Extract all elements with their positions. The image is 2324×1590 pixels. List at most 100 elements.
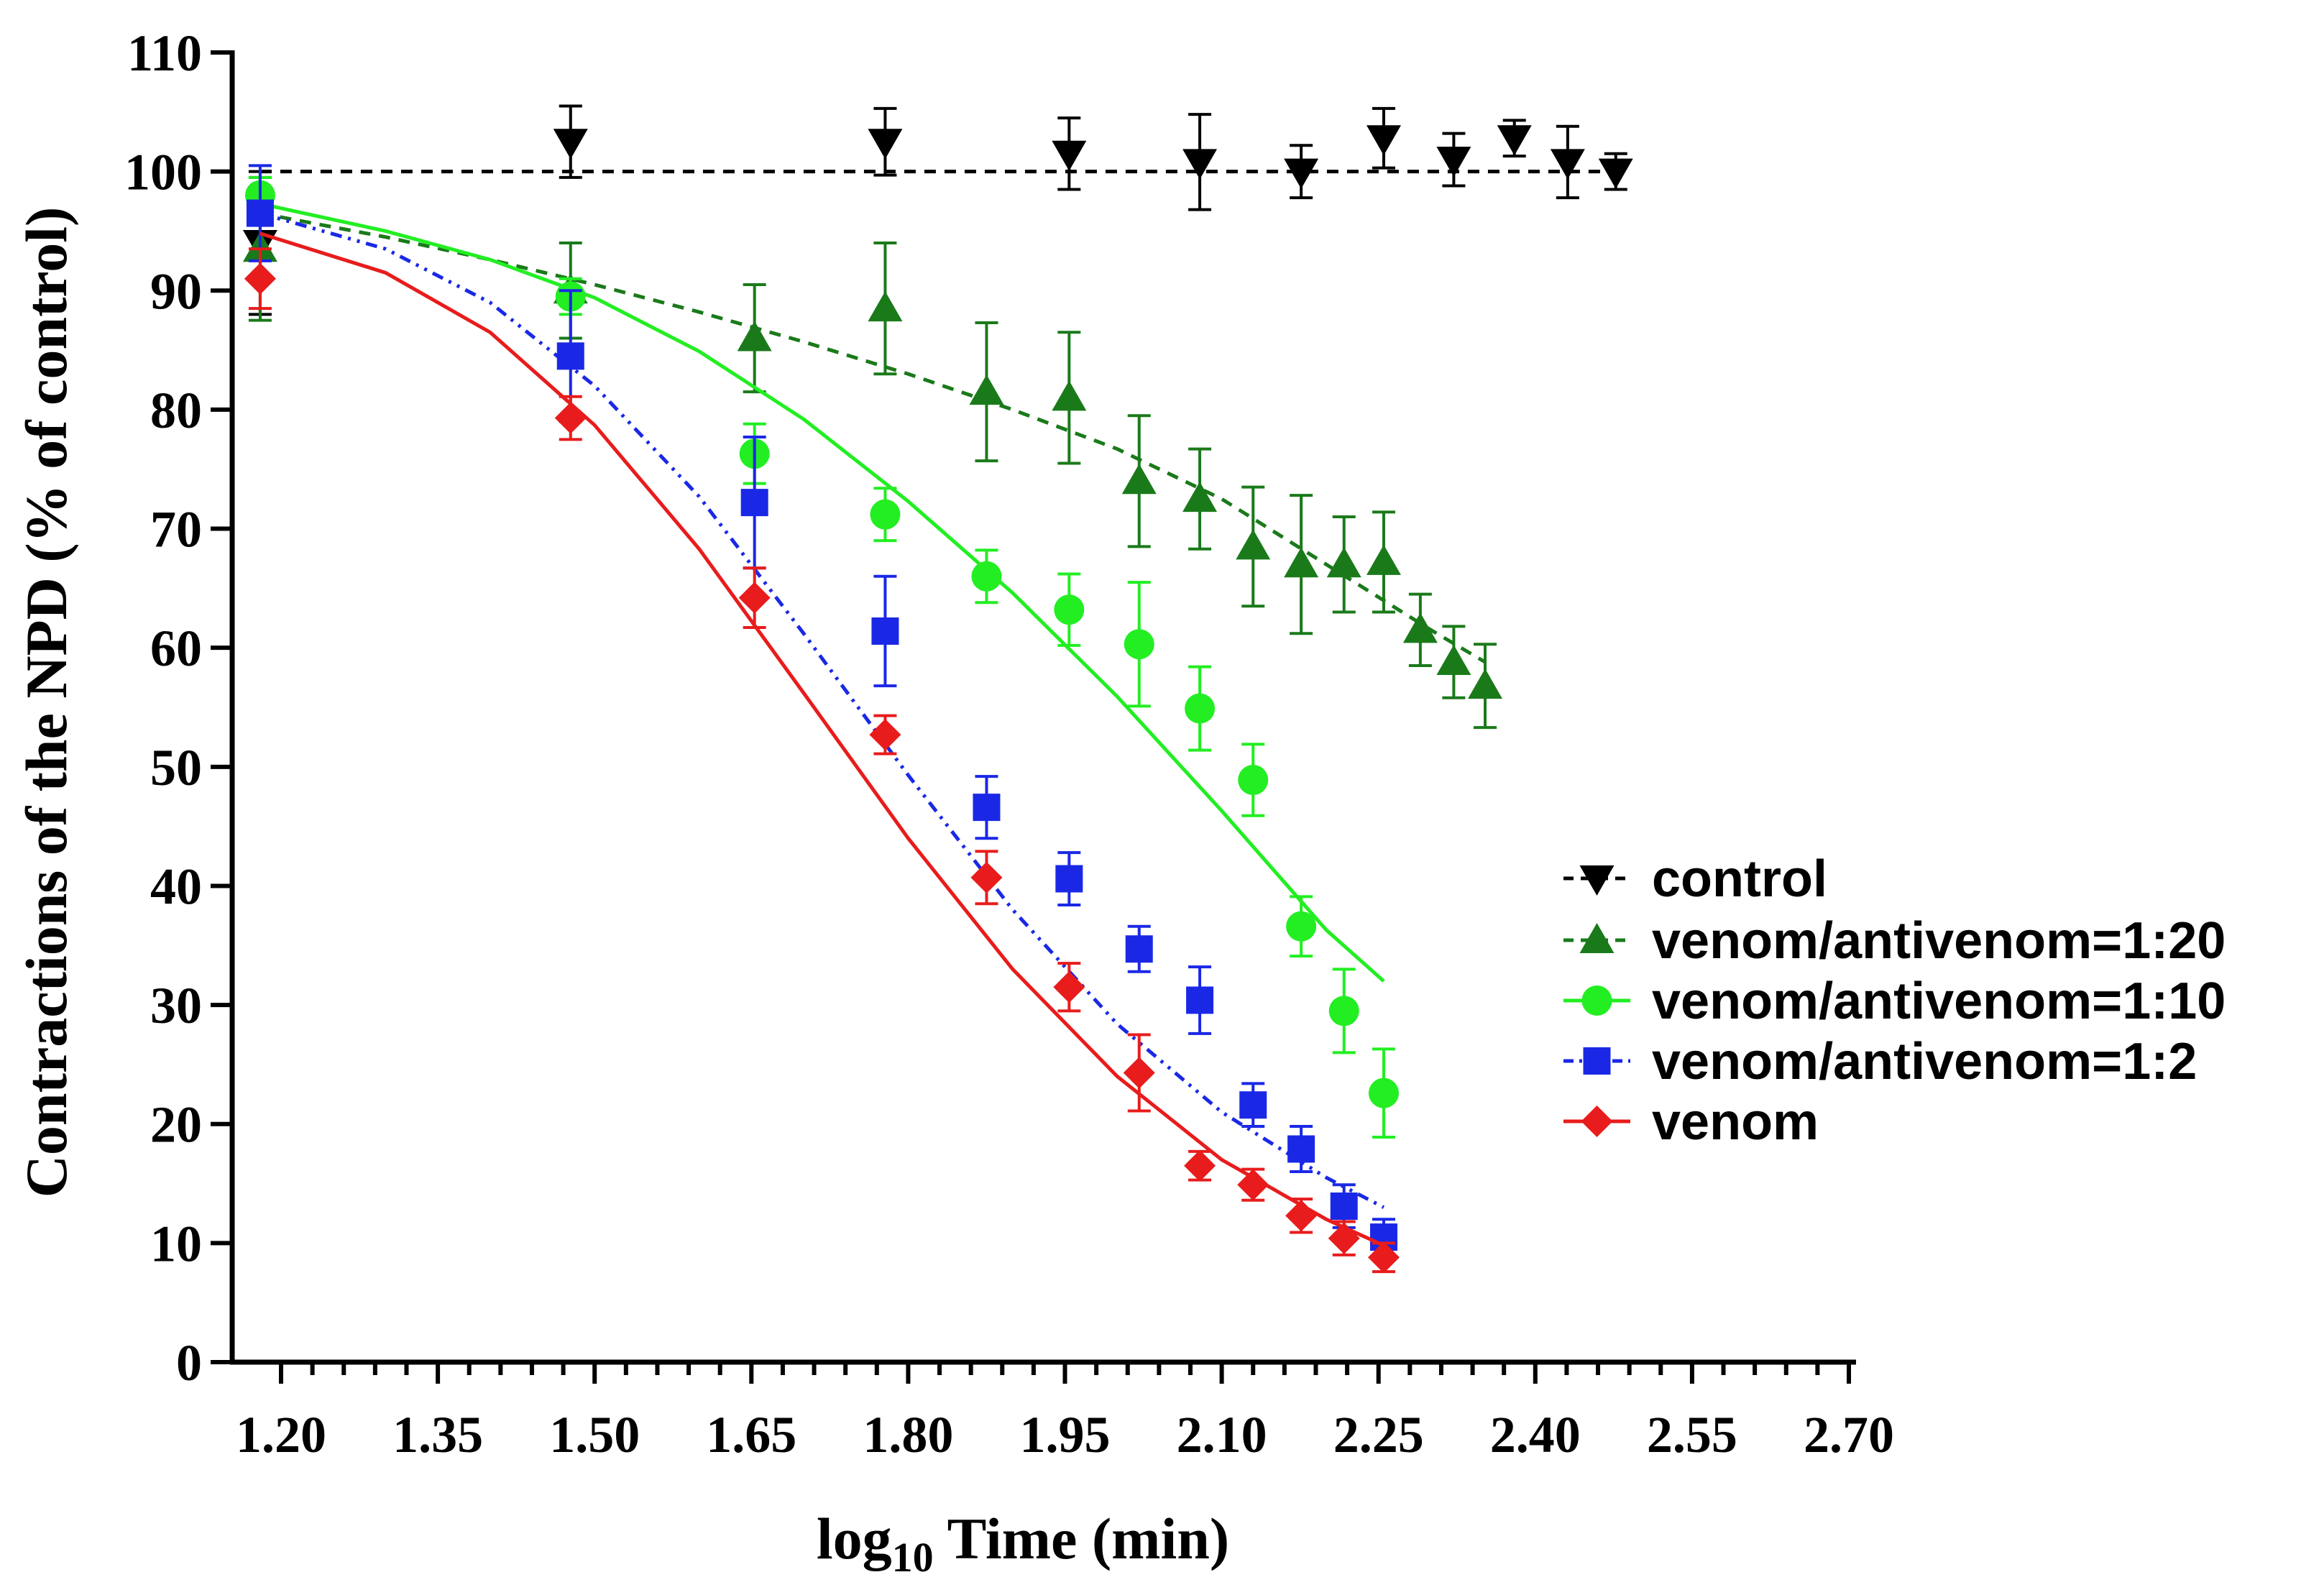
data-point [973,794,1001,822]
data-point [1054,594,1085,625]
data-point [1284,158,1319,189]
legend-label: control [1652,850,1827,908]
data-point [1185,693,1216,724]
data-point [1055,865,1083,893]
data-point [871,617,899,645]
fit-line [260,211,1487,664]
legend-marker [1583,1047,1611,1075]
data-point [971,561,1002,592]
legend-item: venom/antivenom=1:2 [1563,1033,2197,1090]
data-point [1285,1200,1318,1232]
data-point [1125,935,1153,963]
data-point [1052,380,1087,411]
data-point [1182,482,1218,513]
x-tick-label: 1.80 [863,1406,953,1463]
y-tick-label: 50 [150,739,202,796]
y-axis-title: Contractions of the NPD (% of control) [14,207,79,1198]
y-tick-label: 90 [150,262,202,320]
data-point [740,489,768,517]
x-tick-label: 2.10 [1177,1406,1267,1463]
data-point [868,129,903,160]
data-point [1121,464,1157,495]
ticks-layer: 0 10 20 30 40 50 60 70 80 90 100 110 1.20 1.35 1.50 1.6… [124,24,1894,1463]
legend-marker [1581,1106,1613,1137]
x-tick-label: 2.55 [1647,1406,1737,1463]
data-point [1053,971,1085,1003]
data-point [1468,668,1503,699]
legend-label: venom/antivenom=1:2 [1652,1033,2197,1090]
fit-line [260,201,1385,983]
x-tick-label: 1.95 [1020,1406,1111,1463]
y-tick-label: 100 [124,144,202,201]
x-axis-title-subscript: 10 [892,1534,934,1581]
x-tick-label: 1.50 [549,1406,640,1463]
data-point [1123,1057,1155,1089]
data-point [1326,547,1361,578]
legend-item: venom/antivenom=1:10 [1563,973,2226,1030]
data-point [869,719,901,751]
data-point [1366,544,1401,575]
legend-marker [1579,923,1615,953]
legend-label: venom [1652,1093,1819,1151]
legend-marker [1579,865,1615,896]
data-point [1182,149,1218,180]
data-point [246,199,274,227]
data-point [1287,1135,1315,1163]
legend-item: control [1563,850,1827,908]
data-point [1368,1077,1399,1108]
y-tick-label: 110 [127,24,202,82]
data-point [969,374,1004,405]
data-point [1436,645,1471,676]
y-tick-label: 70 [150,501,202,559]
data-point [1598,158,1633,189]
y-tick-label: 10 [150,1215,202,1272]
data-point [1186,986,1214,1014]
data-point [1238,765,1269,796]
data-point [1402,612,1438,643]
data-point [870,499,901,530]
y-tick-label: 20 [150,1096,202,1154]
legend: controlvenom/antivenom=1:20venom/antiven… [1563,850,2226,1151]
legend-marker [1581,985,1612,1016]
data-point [1328,996,1359,1026]
plot-layer [242,104,1633,1274]
series-4 [244,231,1400,1274]
series-0 [242,104,1633,316]
legend-label: venom/antivenom=1:10 [1652,973,2226,1030]
x-tick-label: 1.35 [392,1406,483,1463]
fit-line [260,231,1385,1247]
data-point [1497,125,1532,156]
data-point [1550,149,1585,180]
series-3 [246,164,1397,1256]
y-tick-label: 40 [150,858,202,915]
data-point [1124,629,1154,660]
axes-layer [229,50,1856,1365]
data-point [1184,1149,1216,1182]
fit-line [260,211,1385,1209]
data-point [1286,911,1317,942]
data-point [1328,1222,1360,1254]
data-point [970,861,1003,893]
data-point [244,262,276,295]
data-point [1236,529,1271,560]
x-tick-label: 1.65 [706,1406,796,1463]
data-point [1367,1241,1400,1274]
data-point [553,129,588,160]
series-1 [242,175,1503,730]
data-point [1284,547,1319,578]
x-tick-label: 2.40 [1490,1406,1581,1463]
legend-label: venom/antivenom=1:20 [1652,912,2226,970]
y-tick-label: 80 [150,382,202,439]
data-point [868,291,903,322]
y-tick-label: 0 [176,1334,202,1392]
x-tick-label: 1.20 [236,1406,326,1463]
data-point [1366,125,1401,156]
data-point [554,402,587,434]
data-point [1436,147,1471,178]
data-point [1052,140,1087,171]
x-axis-title: log10 Time (min) [817,1506,1229,1581]
y-tick-label: 60 [150,620,202,677]
x-tick-label: 2.70 [1804,1406,1894,1463]
